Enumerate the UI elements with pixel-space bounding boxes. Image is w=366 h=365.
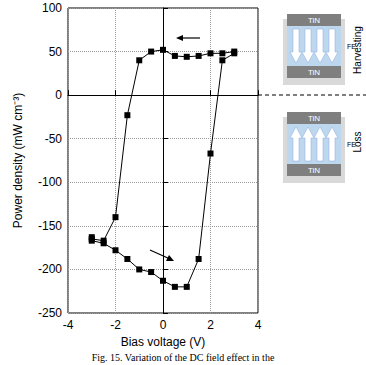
svg-text:Fig. 15. Variation of the DC f: Fig. 15. Variation of the DC field effec… bbox=[92, 352, 275, 363]
svg-text:Loss: Loss bbox=[352, 131, 363, 152]
svg-text:TiN: TiN bbox=[308, 114, 320, 123]
svg-text:0: 0 bbox=[55, 88, 62, 102]
svg-text:-200: -200 bbox=[38, 262, 62, 276]
svg-text:Bias voltage (V): Bias voltage (V) bbox=[121, 335, 206, 349]
svg-text:2: 2 bbox=[207, 318, 214, 332]
svg-text:-50: -50 bbox=[45, 132, 63, 146]
svg-text:Harvesting: Harvesting bbox=[352, 26, 363, 74]
svg-text:TiN: TiN bbox=[308, 68, 320, 77]
svg-text:TiN: TiN bbox=[308, 16, 320, 25]
svg-text:-4: -4 bbox=[63, 318, 74, 332]
svg-text:Power density (mW cm⁻³): Power density (mW cm⁻³) bbox=[11, 93, 25, 228]
svg-text:100: 100 bbox=[42, 1, 62, 15]
svg-text:0: 0 bbox=[160, 318, 167, 332]
svg-text:-150: -150 bbox=[38, 219, 62, 233]
svg-text:50: 50 bbox=[49, 45, 63, 59]
svg-text:-100: -100 bbox=[38, 175, 62, 189]
svg-text:4: 4 bbox=[255, 318, 262, 332]
svg-text:-2: -2 bbox=[110, 318, 121, 332]
svg-text:-250: -250 bbox=[38, 306, 62, 320]
svg-text:TiN: TiN bbox=[308, 166, 320, 175]
